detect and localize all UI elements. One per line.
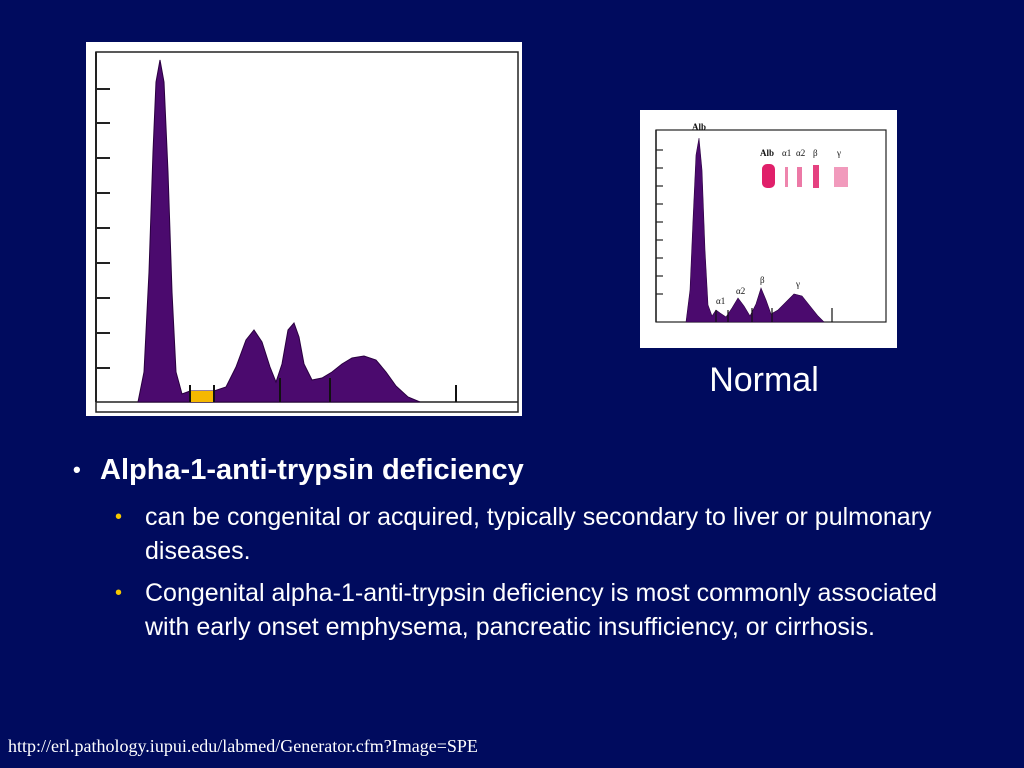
bullet-sub-2: • Congenital alpha-1-anti-trypsin defici… xyxy=(115,576,980,644)
peak-label-g: γ xyxy=(795,279,800,289)
peak-label-b: β xyxy=(760,275,765,285)
strip-label-a2: α2 xyxy=(796,148,805,158)
alpha1-gap-marker xyxy=(190,391,214,402)
normal-caption: Normal xyxy=(709,361,819,399)
deficiency-trace xyxy=(137,59,421,403)
peak-label-alb: Alb xyxy=(692,122,706,132)
normal-electrophoresis-image: Alb α1 α2 β γ Alb α1 α2 β γ xyxy=(640,110,897,348)
normal-trace xyxy=(685,137,825,323)
gel-strip xyxy=(762,164,848,188)
strip-label-g: γ xyxy=(836,148,841,158)
peak-label-a2: α2 xyxy=(736,286,745,296)
strip-label-b: β xyxy=(813,148,818,158)
deficiency-electrophoresis-image xyxy=(86,42,522,416)
bullet-dot: • xyxy=(115,582,123,604)
bullet-main-text: Alpha-1-anti-trypsin deficiency xyxy=(100,454,524,486)
peak-label-a1: α1 xyxy=(716,296,725,306)
strip-label-alb: Alb xyxy=(760,148,774,158)
bullet-sub-1: • can be congenital or acquired, typical… xyxy=(115,500,980,568)
bullet-sub-2-text: Congenital alpha-1-anti-trypsin deficien… xyxy=(145,579,938,641)
bullet-main: • Alpha-1-anti-trypsin deficiency xyxy=(60,448,980,492)
bullet-dot: • xyxy=(73,457,81,482)
bullet-sub-1-text: can be congenital or acquired, typically… xyxy=(145,503,932,565)
bullet-dot: • xyxy=(115,506,123,528)
bullet-list: • Alpha-1-anti-trypsin deficiency • can … xyxy=(60,448,980,644)
strip-label-a1: α1 xyxy=(782,148,791,158)
source-url: http://erl.pathology.iupui.edu/labmed/Ge… xyxy=(8,736,478,756)
